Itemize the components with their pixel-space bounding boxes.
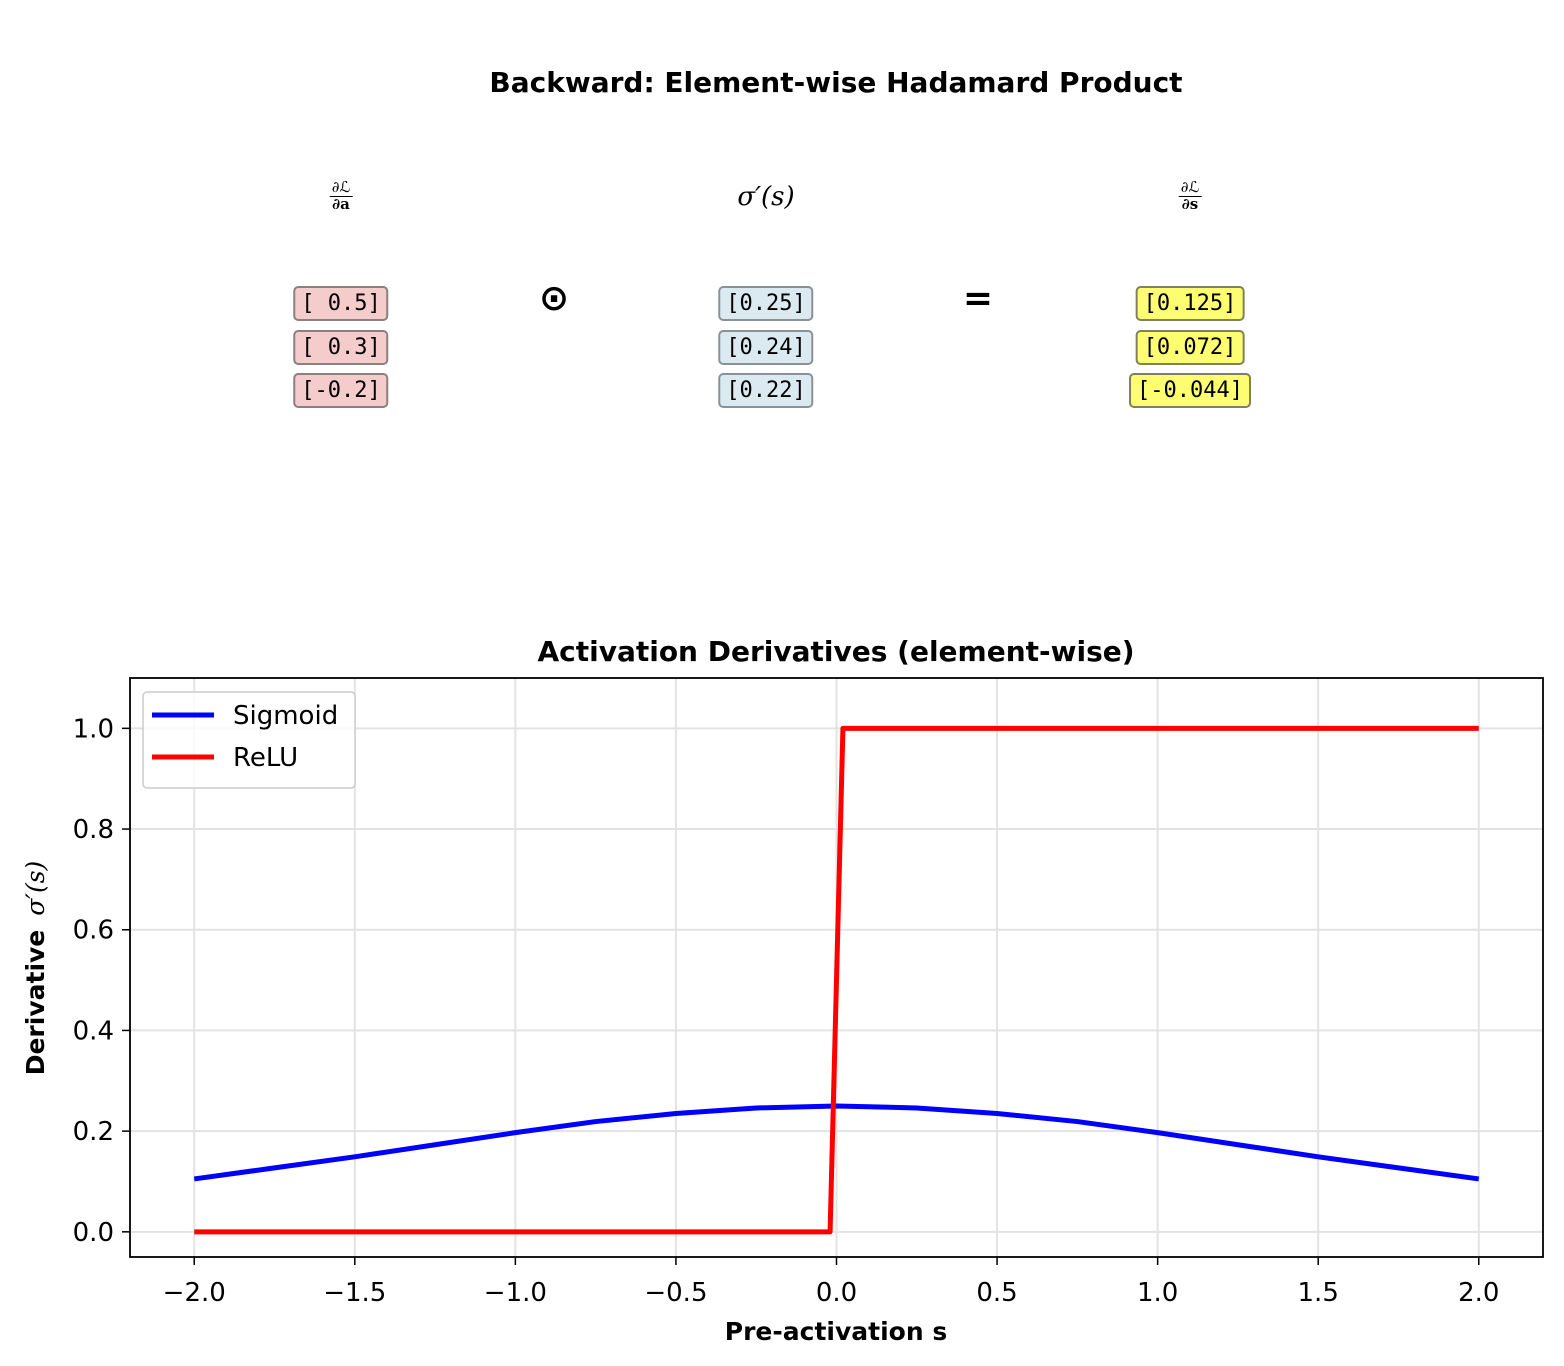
dl-da-cell-2: [-0.2] bbox=[293, 373, 389, 408]
legend: Sigmoid ReLU bbox=[142, 691, 356, 789]
series-layer bbox=[193, 725, 1480, 1235]
equals-operator: = bbox=[962, 278, 994, 319]
series-line-relu bbox=[194, 725, 1479, 1235]
tick-layer: −2.0 −1.5 −1.0 −0.5 0.0 0.5 1.0 1.5 2.0 0.0 0.2 0.4… bbox=[73, 714, 1500, 1308]
y-axis-label-math: σ′(s) bbox=[21, 861, 50, 916]
header-dl-ds: ∂ℒ ∂s bbox=[1178, 178, 1202, 213]
sigma-prime-cell-2: [0.22] bbox=[718, 373, 814, 408]
dl-da-cell-1: [ 0.3] bbox=[293, 330, 389, 365]
hadamard-operator: ⊙ bbox=[538, 278, 570, 319]
x-tick-label: 0.5 bbox=[976, 1278, 1017, 1308]
y-axis-label-prefix: Derivative bbox=[21, 930, 50, 1076]
x-tick-label: −2.0 bbox=[163, 1278, 226, 1308]
x-axis-label: Pre-activation s bbox=[725, 1317, 947, 1346]
legend-label-relu: ReLU bbox=[233, 743, 298, 773]
header-dl-ds-numerator: ∂ℒ bbox=[1178, 178, 1202, 197]
header-dl-da-numerator: ∂ℒ bbox=[329, 178, 353, 197]
y-tick-label: 0.6 bbox=[73, 916, 114, 946]
dl-da-cell-0: [ 0.5] bbox=[293, 286, 389, 321]
x-tick-label: 1.5 bbox=[1298, 1278, 1339, 1308]
sigma-prime-cell-0: [0.25] bbox=[718, 286, 814, 321]
y-tick-label: 0.8 bbox=[73, 815, 114, 845]
header-dl-da-denominator: ∂a bbox=[332, 194, 350, 213]
chart-title: Activation Derivatives (element-wise) bbox=[537, 635, 1134, 668]
header-sigma-prime: σ′(s) bbox=[737, 182, 795, 212]
x-tick-label: −0.5 bbox=[644, 1278, 707, 1308]
header-dl-da: ∂ℒ ∂a bbox=[329, 178, 353, 213]
sigma-prime-cell-1: [0.24] bbox=[718, 330, 814, 365]
dl-ds-cell-1: [0.072] bbox=[1135, 330, 1245, 365]
top-panel-title: Backward: Element-wise Hadamard Product bbox=[489, 66, 1183, 99]
y-tick-label: 0.4 bbox=[73, 1016, 114, 1046]
x-tick-label: 1.0 bbox=[1137, 1278, 1178, 1308]
y-tick-label: 0.0 bbox=[73, 1218, 114, 1248]
legend-label-sigmoid: Sigmoid bbox=[233, 701, 338, 731]
dl-ds-cell-2: [-0.044] bbox=[1129, 373, 1251, 408]
x-tick-label: −1.5 bbox=[323, 1278, 386, 1308]
y-tick-label: 1.0 bbox=[73, 714, 114, 744]
y-axis-label: Derivative σ′(s) bbox=[21, 861, 50, 1076]
header-dl-ds-denominator: ∂s bbox=[1181, 194, 1199, 213]
y-tick-label: 0.2 bbox=[73, 1117, 114, 1147]
series-line-sigmoid bbox=[193, 1103, 1480, 1182]
x-tick-label: 0.0 bbox=[816, 1278, 857, 1308]
dl-ds-cell-0: [0.125] bbox=[1135, 286, 1245, 321]
derivative-chart: Activation Derivatives (element-wise) −2… bbox=[21, 635, 1544, 1346]
x-tick-label: −1.0 bbox=[484, 1278, 547, 1308]
x-tick-label: 2.0 bbox=[1458, 1278, 1499, 1308]
